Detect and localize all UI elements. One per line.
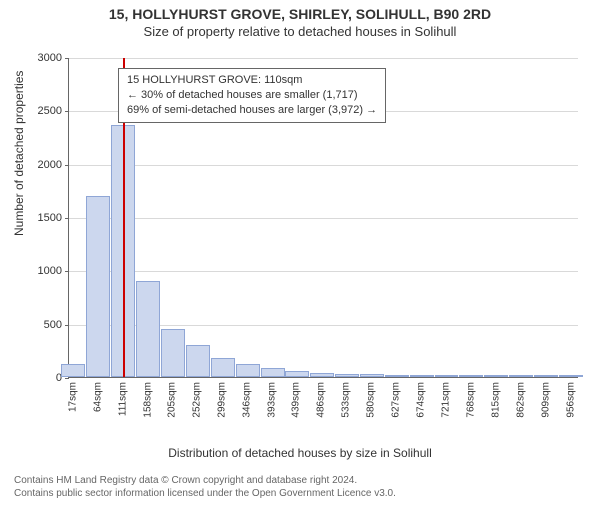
y-tick-label: 500 <box>22 319 62 331</box>
x-tick-label: 393sqm <box>267 382 278 418</box>
x-tick-label: 111sqm <box>117 382 128 416</box>
x-tick-label: 627sqm <box>391 382 402 418</box>
footer-line2: Contains public sector information licen… <box>14 487 396 500</box>
histogram-bar <box>136 281 160 377</box>
histogram-bar <box>261 368 285 377</box>
infobox-line2: ← 30% of detached houses are smaller (1,… <box>127 88 377 103</box>
x-tick-label: 486sqm <box>316 382 327 418</box>
grid-line <box>69 58 578 59</box>
y-tick-label: 2500 <box>22 105 62 117</box>
x-tick-label: 439sqm <box>291 382 302 418</box>
histogram-bar <box>161 329 185 377</box>
histogram-bar <box>559 375 583 377</box>
x-tick-label: 299sqm <box>217 382 228 418</box>
y-tick-label: 2000 <box>22 159 62 171</box>
histogram-bar <box>459 375 483 377</box>
histogram-bar <box>509 375 533 377</box>
x-tick-label: 17sqm <box>67 382 78 412</box>
infobox-line3: 69% of semi-detached houses are larger (… <box>127 103 377 118</box>
y-tick-label: 0 <box>22 372 62 384</box>
x-tick-label: 158sqm <box>142 382 153 418</box>
histogram-bar <box>310 373 334 377</box>
x-tick-label: 346sqm <box>242 382 253 418</box>
histogram-bar <box>236 364 260 377</box>
footer: Contains HM Land Registry data © Crown c… <box>14 474 396 500</box>
infobox-line1: 15 HOLLYHURST GROVE: 110sqm <box>127 73 377 88</box>
y-tick-label: 1500 <box>22 212 62 224</box>
x-tick-label: 252sqm <box>192 382 203 418</box>
footer-line1: Contains HM Land Registry data © Crown c… <box>14 474 396 487</box>
histogram-bar <box>410 375 434 377</box>
x-tick-label: 580sqm <box>366 382 377 418</box>
histogram-bar <box>86 196 110 377</box>
histogram-bar <box>435 375 459 377</box>
histogram-bar <box>285 371 309 377</box>
grid-line <box>69 165 578 166</box>
histogram-bar <box>534 375 558 377</box>
histogram-bar <box>61 364 85 377</box>
x-axis-title: Distribution of detached houses by size … <box>0 446 600 460</box>
x-tick-label: 909sqm <box>540 382 551 418</box>
x-tick-label: 862sqm <box>515 382 526 418</box>
histogram-bar <box>360 374 384 377</box>
histogram-bar <box>335 374 359 377</box>
histogram-bar <box>211 358 235 377</box>
info-box: 15 HOLLYHURST GROVE: 110sqm ← 30% of det… <box>118 68 386 123</box>
histogram-bar <box>186 345 210 377</box>
chart-title: 15, HOLLYHURST GROVE, SHIRLEY, SOLIHULL,… <box>0 6 600 22</box>
histogram-bar <box>484 375 508 377</box>
x-tick-label: 674sqm <box>416 382 427 418</box>
x-tick-label: 815sqm <box>490 382 501 418</box>
x-tick-label: 64sqm <box>92 382 103 412</box>
y-tick-label: 3000 <box>22 52 62 64</box>
x-tick-label: 721sqm <box>440 382 451 418</box>
histogram-bar <box>385 375 409 377</box>
y-tick-label: 1000 <box>22 265 62 277</box>
x-tick-label: 956sqm <box>565 382 576 418</box>
grid-line <box>69 218 578 219</box>
x-tick-label: 768sqm <box>465 382 476 418</box>
x-tick-label: 205sqm <box>167 382 178 418</box>
grid-line <box>69 271 578 272</box>
x-tick-label: 533sqm <box>341 382 352 418</box>
chart-subtitle: Size of property relative to detached ho… <box>0 24 600 39</box>
